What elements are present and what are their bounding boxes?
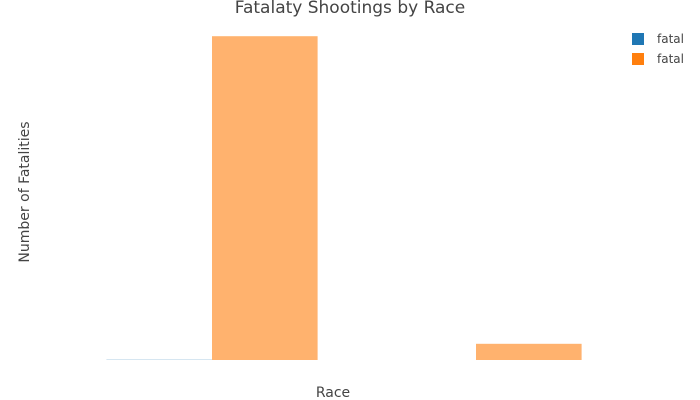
x-axis-label: Race (316, 385, 350, 400)
chart-title: Fatalaty Shootings by Race (235, 0, 466, 18)
legend[interactable]: fatal fatal (632, 32, 684, 66)
legend-swatch-2 (632, 53, 644, 65)
legend-label-2: fatal (657, 52, 684, 66)
legend-label-1: fatal (657, 32, 684, 46)
legend-item-2[interactable]: fatal (632, 52, 684, 66)
y-axis-label: Number of Fatalities (17, 121, 33, 262)
bars-group (106, 36, 582, 360)
bar-series2-cat2[interactable] (476, 343, 582, 360)
legend-item-1[interactable]: fatal (632, 32, 684, 46)
legend-swatch-1 (632, 33, 644, 45)
bar-series2-cat1[interactable] (212, 36, 318, 360)
